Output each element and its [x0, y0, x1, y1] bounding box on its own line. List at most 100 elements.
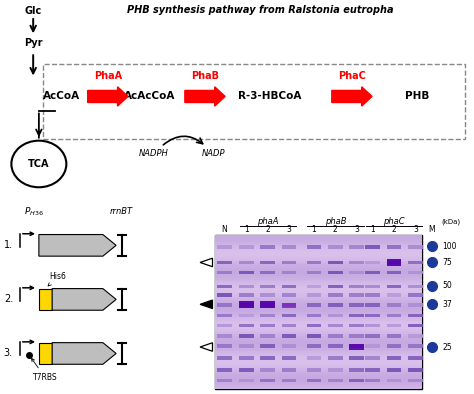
FancyBboxPatch shape [239, 379, 254, 382]
FancyBboxPatch shape [215, 281, 422, 283]
FancyBboxPatch shape [215, 249, 422, 251]
Text: N: N [221, 225, 227, 234]
FancyBboxPatch shape [215, 235, 422, 237]
FancyBboxPatch shape [260, 334, 275, 338]
FancyBboxPatch shape [387, 334, 401, 338]
FancyBboxPatch shape [365, 303, 380, 307]
Text: PhaB: PhaB [191, 71, 219, 81]
Text: NADP: NADP [201, 149, 225, 158]
FancyBboxPatch shape [365, 379, 380, 382]
FancyBboxPatch shape [215, 327, 422, 329]
FancyBboxPatch shape [215, 269, 422, 271]
FancyBboxPatch shape [217, 261, 231, 264]
FancyBboxPatch shape [365, 293, 380, 297]
FancyBboxPatch shape [349, 344, 364, 349]
Text: 2: 2 [265, 225, 270, 234]
FancyBboxPatch shape [328, 245, 343, 249]
FancyBboxPatch shape [365, 261, 380, 264]
FancyBboxPatch shape [365, 334, 380, 338]
FancyBboxPatch shape [215, 300, 422, 302]
Text: phaC: phaC [383, 217, 405, 226]
FancyBboxPatch shape [408, 324, 423, 327]
Text: phaB: phaB [325, 217, 346, 226]
Text: 3.: 3. [4, 348, 13, 359]
FancyBboxPatch shape [217, 284, 231, 288]
FancyBboxPatch shape [408, 357, 423, 360]
FancyBboxPatch shape [349, 293, 364, 297]
FancyBboxPatch shape [239, 271, 254, 274]
FancyBboxPatch shape [365, 357, 380, 360]
FancyBboxPatch shape [387, 259, 401, 266]
FancyBboxPatch shape [217, 271, 231, 274]
Text: PHB: PHB [405, 91, 429, 101]
FancyBboxPatch shape [215, 333, 422, 334]
FancyBboxPatch shape [215, 317, 422, 319]
FancyBboxPatch shape [215, 339, 422, 341]
Polygon shape [52, 343, 116, 364]
FancyBboxPatch shape [239, 284, 254, 288]
Text: 2: 2 [333, 225, 338, 234]
FancyBboxPatch shape [365, 324, 380, 327]
FancyBboxPatch shape [217, 368, 231, 372]
FancyBboxPatch shape [215, 321, 422, 322]
Text: (kDa): (kDa) [441, 218, 460, 225]
FancyBboxPatch shape [408, 284, 423, 288]
FancyBboxPatch shape [215, 273, 422, 274]
FancyBboxPatch shape [387, 271, 401, 274]
FancyBboxPatch shape [215, 305, 422, 307]
Text: PhaA: PhaA [94, 71, 122, 81]
FancyBboxPatch shape [349, 271, 364, 274]
FancyBboxPatch shape [43, 64, 465, 139]
FancyBboxPatch shape [408, 261, 423, 264]
Text: M: M [428, 225, 435, 234]
Polygon shape [39, 234, 116, 256]
FancyBboxPatch shape [239, 368, 254, 372]
FancyBboxPatch shape [260, 357, 275, 360]
FancyBboxPatch shape [260, 271, 275, 274]
FancyBboxPatch shape [39, 288, 52, 310]
FancyBboxPatch shape [215, 264, 422, 266]
FancyBboxPatch shape [307, 293, 321, 297]
Text: 2: 2 [392, 225, 396, 234]
FancyBboxPatch shape [328, 324, 343, 327]
FancyBboxPatch shape [215, 284, 422, 286]
FancyBboxPatch shape [307, 271, 321, 274]
FancyBboxPatch shape [215, 238, 422, 240]
FancyBboxPatch shape [215, 349, 422, 351]
FancyBboxPatch shape [307, 284, 321, 288]
FancyBboxPatch shape [215, 254, 422, 256]
FancyBboxPatch shape [328, 314, 343, 317]
FancyBboxPatch shape [282, 261, 296, 264]
FancyBboxPatch shape [215, 348, 422, 349]
FancyBboxPatch shape [282, 334, 296, 338]
FancyBboxPatch shape [282, 357, 296, 360]
FancyBboxPatch shape [365, 245, 380, 249]
Text: Pyr: Pyr [24, 38, 43, 48]
Polygon shape [200, 343, 212, 351]
FancyBboxPatch shape [217, 344, 231, 348]
FancyBboxPatch shape [215, 237, 422, 238]
Text: NADPH: NADPH [139, 149, 169, 158]
FancyBboxPatch shape [307, 324, 321, 327]
FancyBboxPatch shape [215, 243, 422, 245]
FancyBboxPatch shape [215, 310, 422, 312]
FancyBboxPatch shape [215, 351, 422, 353]
FancyBboxPatch shape [408, 314, 423, 317]
FancyBboxPatch shape [349, 261, 364, 264]
FancyBboxPatch shape [215, 240, 422, 242]
FancyBboxPatch shape [215, 362, 422, 363]
FancyBboxPatch shape [217, 324, 231, 327]
Text: 25: 25 [442, 342, 452, 351]
FancyBboxPatch shape [307, 261, 321, 264]
FancyBboxPatch shape [387, 368, 401, 372]
FancyBboxPatch shape [215, 368, 422, 370]
FancyBboxPatch shape [215, 245, 422, 247]
FancyBboxPatch shape [215, 251, 422, 252]
FancyBboxPatch shape [239, 324, 254, 327]
FancyBboxPatch shape [215, 372, 422, 374]
FancyBboxPatch shape [408, 245, 423, 249]
FancyBboxPatch shape [408, 271, 423, 274]
FancyBboxPatch shape [215, 358, 422, 360]
FancyBboxPatch shape [387, 245, 401, 249]
FancyBboxPatch shape [215, 353, 422, 355]
